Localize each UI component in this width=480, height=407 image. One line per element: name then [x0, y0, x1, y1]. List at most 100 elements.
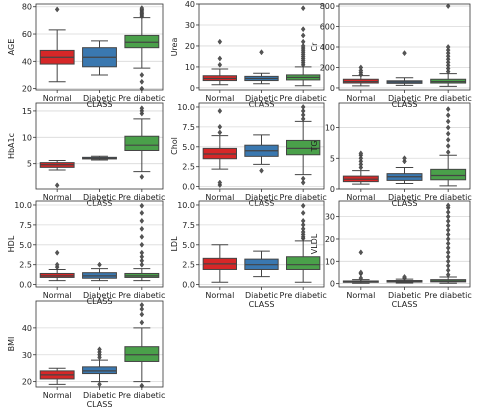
x-tick-label: Pre diabetic — [118, 94, 165, 103]
y-tick-label: 20 — [185, 42, 195, 51]
y-tick-label: 0 — [330, 280, 335, 289]
outlier-point — [259, 167, 264, 174]
y-tick-label: 40 — [185, 0, 195, 9]
x-tick-label: Normal — [43, 391, 72, 400]
outlier-point — [139, 241, 145, 248]
outlier-point — [139, 249, 145, 256]
outlier-point — [300, 210, 306, 216]
y-tick-label: 10 — [185, 63, 195, 72]
outlier-point — [139, 5, 145, 12]
outlier-point — [445, 149, 451, 156]
y-tick-label: 0.0 — [182, 183, 195, 192]
x-axis-label: CLASS — [392, 300, 418, 309]
y-tick-label: 15 — [22, 107, 32, 116]
outlier-point — [300, 115, 306, 122]
x-tick-label: Normal — [205, 291, 234, 300]
outlier-point — [217, 61, 223, 68]
outlier-point — [300, 225, 306, 232]
outlier-point — [300, 43, 306, 49]
outlier-point — [445, 240, 451, 247]
outlier-point — [358, 249, 364, 256]
x-axis-label: CLASS — [87, 100, 113, 109]
outlier-point — [445, 112, 451, 119]
outlier-point — [358, 275, 364, 281]
x-tick-label: Diabetic — [83, 291, 116, 300]
x-tick-label: Pre diabetic — [118, 391, 165, 400]
outlier-point — [445, 231, 451, 238]
x-tick-label: Pre diabetic — [280, 291, 327, 300]
outlier-point — [445, 106, 451, 113]
outlier-point — [445, 262, 451, 269]
y-tick-label: 600 — [320, 23, 335, 32]
outlier-point — [54, 261, 60, 268]
y-tick-label: 60 — [22, 30, 32, 39]
y-axis-label: AGE — [7, 39, 16, 56]
box-pre-diabetic — [124, 135, 160, 151]
y-tick-label: 5.0 — [182, 143, 195, 152]
y-axis-label: VLDL — [310, 233, 319, 254]
x-tick-label: Normal — [43, 193, 72, 202]
y-tick-label: 800 — [320, 2, 335, 11]
outlier-point — [358, 67, 364, 74]
y-axis-label: Urea — [170, 38, 179, 57]
outlier-point — [445, 258, 451, 265]
outlier-point — [402, 155, 407, 162]
outlier-point — [445, 68, 451, 75]
outlier-point — [217, 108, 223, 114]
outlier-point — [445, 218, 451, 225]
y-tick-label: 7.5 — [182, 221, 195, 230]
x-tick-label: Normal — [205, 193, 234, 202]
y-tick-label: 200 — [320, 63, 335, 72]
y-tick-label: 30 — [22, 351, 32, 360]
outlier-point — [300, 26, 306, 33]
outlier-point — [97, 261, 102, 268]
x-axis-label: CLASS — [87, 297, 113, 306]
outlier-point — [300, 202, 306, 209]
outlier-point — [445, 143, 451, 149]
x-tick-label: Diabetic — [388, 291, 421, 300]
outlier-point — [54, 6, 60, 13]
box-pre-diabetic — [430, 168, 467, 181]
y-axis-label: LDL — [170, 236, 179, 252]
outlier-point — [358, 150, 364, 157]
outlier-point — [402, 50, 407, 57]
outlier-point — [139, 78, 145, 85]
outlier-point — [217, 123, 223, 130]
outlier-point — [139, 225, 145, 232]
outlier-point — [300, 217, 306, 224]
y-axis-label: HDL — [7, 235, 16, 252]
x-tick-label: Pre diabetic — [425, 291, 472, 300]
outlier-point — [445, 47, 451, 53]
outlier-point — [445, 227, 451, 233]
y-tick-label: 10.0 — [14, 201, 32, 210]
x-axis-label: CLASS — [249, 199, 275, 208]
x-tick-label: Pre diabetic — [425, 193, 472, 202]
x-axis-label: CLASS — [87, 199, 113, 208]
outlier-point — [300, 179, 306, 186]
outlier-point — [217, 38, 223, 45]
x-axis-label: CLASS — [249, 100, 275, 109]
outlier-point — [139, 105, 145, 112]
y-tick-label: 10.0 — [177, 201, 195, 210]
outlier-point — [445, 118, 451, 125]
y-tick-label: 30 — [185, 21, 195, 30]
y-tick-label: 0 — [190, 84, 195, 93]
y-tick-label: 10 — [325, 257, 335, 266]
box-pre-diabetic — [124, 34, 160, 49]
outlier-point — [445, 213, 451, 220]
x-tick-label: Diabetic — [83, 391, 116, 400]
outlier-point — [445, 56, 451, 63]
x-tick-label: Diabetic — [245, 94, 278, 103]
y-tick-label: 0.0 — [19, 281, 32, 290]
outlier-point — [358, 161, 364, 168]
outlier-point — [139, 311, 145, 318]
x-tick-label: Normal — [205, 94, 234, 103]
outlier-point — [445, 209, 451, 216]
outlier-point — [445, 267, 451, 274]
outlier-point — [139, 217, 145, 224]
outlier-point — [97, 346, 102, 353]
outlier-point — [97, 381, 102, 388]
box-diabetic — [82, 366, 117, 375]
outlier-point — [300, 104, 306, 110]
x-tick-label: Diabetic — [83, 193, 116, 202]
